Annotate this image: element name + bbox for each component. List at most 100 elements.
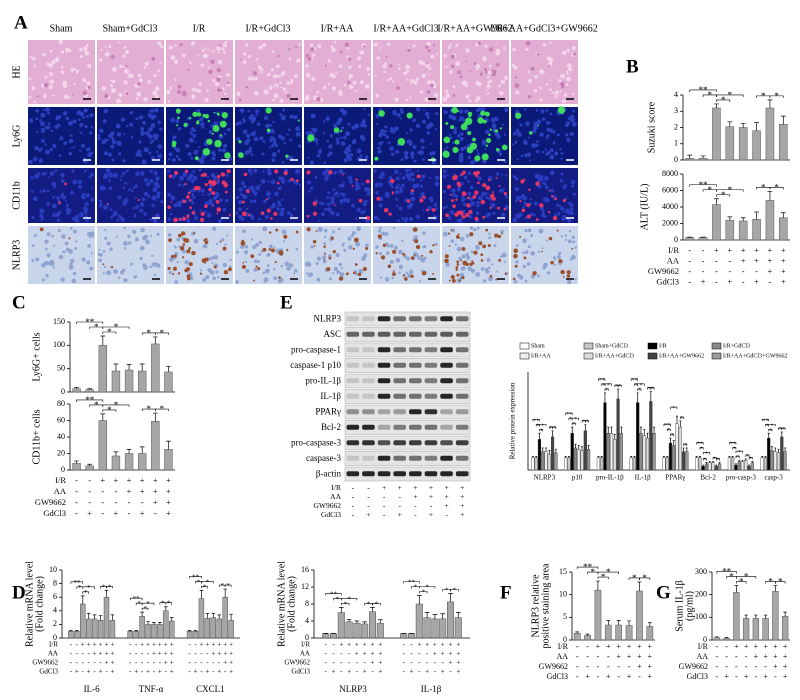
treatment-sign: -	[764, 662, 767, 671]
stain	[457, 236, 461, 239]
nucleus	[151, 195, 157, 201]
stain	[226, 81, 230, 85]
nucleus	[119, 216, 124, 220]
treatment-sign: +	[773, 662, 778, 671]
y-tick-label: 8000	[662, 169, 678, 178]
nucleus	[412, 185, 417, 189]
stain	[186, 195, 190, 199]
treatment-sign: +	[170, 650, 174, 658]
nucleus	[218, 219, 222, 223]
nucleus	[459, 152, 464, 157]
nucleus	[334, 40, 337, 44]
nucleus	[314, 138, 319, 143]
nucleus	[56, 218, 60, 222]
treatment-sign: +	[616, 652, 621, 661]
error-bar	[140, 611, 144, 617]
bar	[752, 219, 761, 241]
blot-band	[346, 424, 360, 430]
nucleus	[286, 266, 291, 271]
bar	[668, 442, 673, 471]
y-tick-label: 4	[305, 616, 309, 625]
x-tick-label: Bcl-2	[700, 474, 716, 482]
nucleus	[407, 273, 412, 279]
nucleus	[130, 135, 134, 139]
nucleus	[116, 98, 122, 104]
nucleus	[250, 119, 255, 124]
nucleus	[151, 254, 154, 257]
nucleus	[504, 107, 509, 113]
nucleus	[49, 171, 55, 176]
stain	[241, 211, 247, 217]
nucleus	[322, 171, 327, 176]
nucleus	[529, 212, 533, 217]
treatment-sign: -	[725, 642, 728, 651]
bar	[780, 436, 784, 471]
treatment-sign: +	[366, 510, 370, 519]
significance-label: *	[705, 451, 708, 457]
bar	[779, 124, 788, 161]
nucleus	[337, 195, 340, 198]
nucleus	[80, 143, 86, 148]
treatment-sign: +	[217, 650, 221, 658]
nucleus	[139, 256, 143, 261]
nucleus	[389, 259, 394, 264]
treatment-sign: -	[367, 501, 370, 510]
treatment-sign: +	[332, 668, 336, 676]
nucleus	[242, 194, 248, 200]
nucleus	[445, 205, 449, 208]
nucleus	[453, 127, 457, 131]
nucleus	[543, 262, 548, 268]
treatment-sign: -	[188, 641, 191, 649]
significance-label: *	[639, 383, 642, 389]
nucleus	[167, 217, 171, 221]
error-bar	[741, 459, 744, 462]
treatment-sign: -	[735, 672, 738, 681]
nucleus	[154, 108, 159, 113]
error-bar	[377, 619, 383, 624]
nucleus	[476, 152, 480, 156]
nucleus	[559, 148, 562, 151]
significance-label: *	[703, 458, 706, 464]
nucleus	[327, 154, 331, 158]
nucleus	[47, 122, 51, 126]
stain	[523, 256, 527, 260]
significance-label: *	[108, 583, 112, 591]
error-bar	[193, 630, 198, 632]
blot-label: PPARγ	[315, 406, 341, 416]
nucleus	[384, 191, 390, 197]
nucleus	[281, 179, 286, 184]
treatment-sign: -	[82, 668, 85, 676]
nucleus	[459, 109, 464, 114]
treatment-sign: -	[348, 650, 351, 658]
stain	[172, 273, 175, 276]
blot-band	[409, 393, 422, 399]
stain	[566, 274, 569, 277]
blot-label: ASC	[323, 329, 341, 339]
nucleus	[331, 47, 336, 53]
nucleus	[392, 80, 395, 83]
nucleus	[237, 200, 243, 205]
bar	[361, 623, 369, 639]
nucleus	[548, 121, 551, 125]
treatment-sign: +	[460, 501, 464, 510]
treatment-sign: -	[88, 650, 91, 658]
nucleus	[82, 78, 87, 83]
significance-bracket	[201, 586, 208, 589]
nucleus	[175, 154, 179, 158]
nucleus	[217, 51, 220, 54]
treatment-sign: -	[403, 641, 406, 649]
nucleus	[464, 146, 468, 150]
nucleus	[258, 45, 263, 50]
y-axis-label: NLRP3 relative	[530, 574, 541, 638]
stain	[484, 111, 490, 117]
treatment-sign: -	[194, 641, 197, 649]
error-bar	[98, 615, 103, 621]
nucleus	[356, 156, 362, 162]
nucleus	[266, 264, 270, 268]
nucleus	[566, 76, 571, 82]
treatment-sign: +	[371, 659, 375, 667]
nucleus	[280, 136, 285, 141]
nucleus	[116, 218, 120, 222]
nucleus	[159, 44, 164, 49]
nucleus	[88, 175, 92, 179]
